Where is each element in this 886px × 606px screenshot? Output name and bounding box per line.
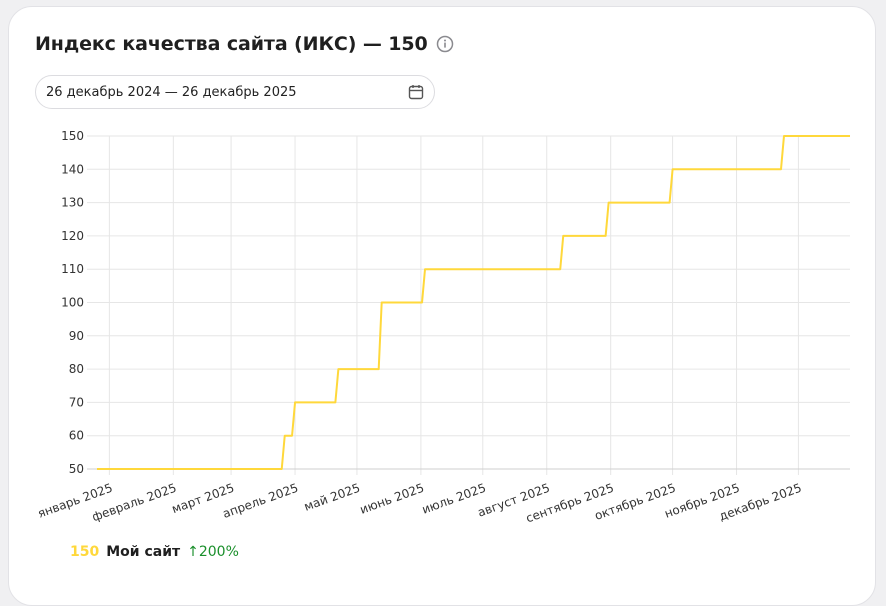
x-tick-label: май 2025 xyxy=(302,481,362,514)
y-tick-label: 90 xyxy=(69,329,84,343)
y-tick-label: 140 xyxy=(61,162,84,176)
info-icon[interactable] xyxy=(436,35,454,53)
y-tick-label: 110 xyxy=(61,262,84,276)
y-tick-label: 70 xyxy=(69,395,84,409)
y-tick-label: 80 xyxy=(69,362,84,376)
legend-change: ↑200% xyxy=(187,544,239,560)
page-title: Индекс качества сайта (ИКС) — 150 xyxy=(35,33,428,55)
legend-value: 150 xyxy=(70,544,100,560)
y-tick-label: 60 xyxy=(69,429,84,443)
y-tick-label: 50 xyxy=(69,462,84,476)
calendar-icon xyxy=(408,84,424,100)
date-range-picker[interactable]: 26 декабрь 2024 — 26 декабрь 2025 xyxy=(35,75,435,109)
y-tick-label: 100 xyxy=(61,296,84,310)
series-line xyxy=(97,135,850,470)
legend: 150 Мой сайт ↑200% xyxy=(70,544,239,560)
title-row: Индекс качества сайта (ИКС) — 150 xyxy=(35,33,454,55)
legend-series-name[interactable]: Мой сайт xyxy=(106,544,181,560)
date-range-value: 26 декабрь 2024 — 26 декабрь 2025 xyxy=(46,84,297,100)
x-tick-label: июнь 2025 xyxy=(358,481,426,517)
iks-card: Индекс качества сайта (ИКС) — 150 26 дек… xyxy=(8,6,876,606)
y-tick-label: 120 xyxy=(61,229,84,243)
y-tick-label: 130 xyxy=(61,196,84,210)
y-tick-label: 150 xyxy=(61,129,84,143)
